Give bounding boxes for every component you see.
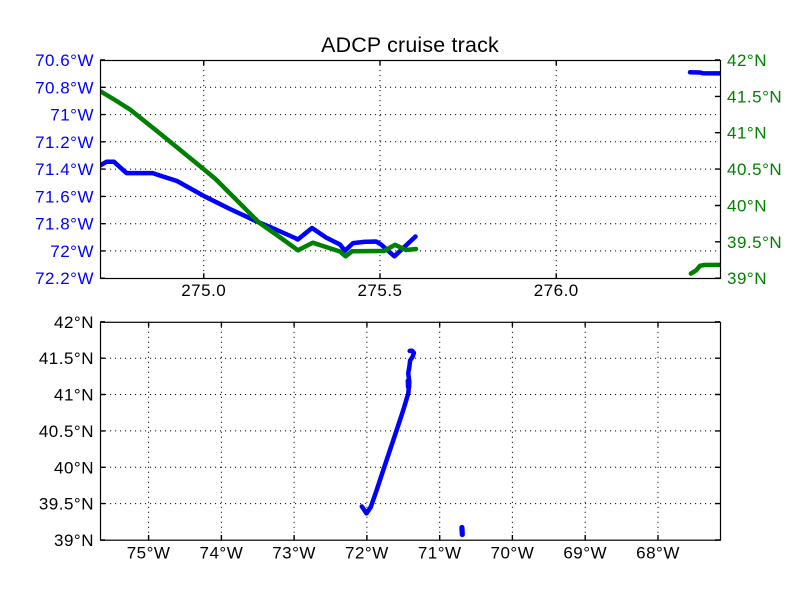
svg-text:71.8°W: 71.8°W xyxy=(35,215,94,234)
svg-text:39.5°N: 39.5°N xyxy=(39,495,94,514)
svg-text:ADCP cruise track: ADCP cruise track xyxy=(321,33,499,57)
svg-text:72°W: 72°W xyxy=(345,544,389,563)
svg-text:75°W: 75°W xyxy=(127,544,171,563)
svg-text:41°N: 41°N xyxy=(727,124,767,143)
svg-text:70.6°W: 70.6°W xyxy=(35,51,94,70)
svg-text:71°W: 71°W xyxy=(418,544,462,563)
svg-text:41°N: 41°N xyxy=(54,386,94,405)
svg-text:73°W: 73°W xyxy=(272,544,316,563)
svg-text:72°W: 72°W xyxy=(50,242,94,261)
svg-text:275.0: 275.0 xyxy=(181,281,226,300)
svg-text:40°N: 40°N xyxy=(54,458,94,477)
svg-text:41.5°N: 41.5°N xyxy=(39,349,94,368)
svg-text:40.5°N: 40.5°N xyxy=(727,160,782,179)
svg-text:42°N: 42°N xyxy=(54,313,94,332)
svg-text:71.4°W: 71.4°W xyxy=(35,160,94,179)
svg-text:72.2°W: 72.2°W xyxy=(35,269,94,288)
svg-text:40.5°N: 40.5°N xyxy=(39,422,94,441)
svg-text:39°N: 39°N xyxy=(54,531,94,550)
svg-text:71.2°W: 71.2°W xyxy=(35,133,94,152)
svg-text:70°W: 70°W xyxy=(491,544,535,563)
svg-text:68°W: 68°W xyxy=(636,544,680,563)
svg-text:69°W: 69°W xyxy=(563,544,607,563)
svg-text:39.5°N: 39.5°N xyxy=(727,233,782,252)
svg-text:40°N: 40°N xyxy=(727,197,767,216)
svg-text:41.5°N: 41.5°N xyxy=(727,87,782,106)
svg-text:70.8°W: 70.8°W xyxy=(35,78,94,97)
svg-text:39°N: 39°N xyxy=(727,269,767,288)
svg-text:276.0: 276.0 xyxy=(534,281,579,300)
svg-text:275.5: 275.5 xyxy=(357,281,402,300)
svg-text:42°N: 42°N xyxy=(727,51,767,70)
svg-text:71.6°W: 71.6°W xyxy=(35,187,94,206)
svg-text:74°W: 74°W xyxy=(200,544,244,563)
svg-text:71°W: 71°W xyxy=(50,106,94,125)
